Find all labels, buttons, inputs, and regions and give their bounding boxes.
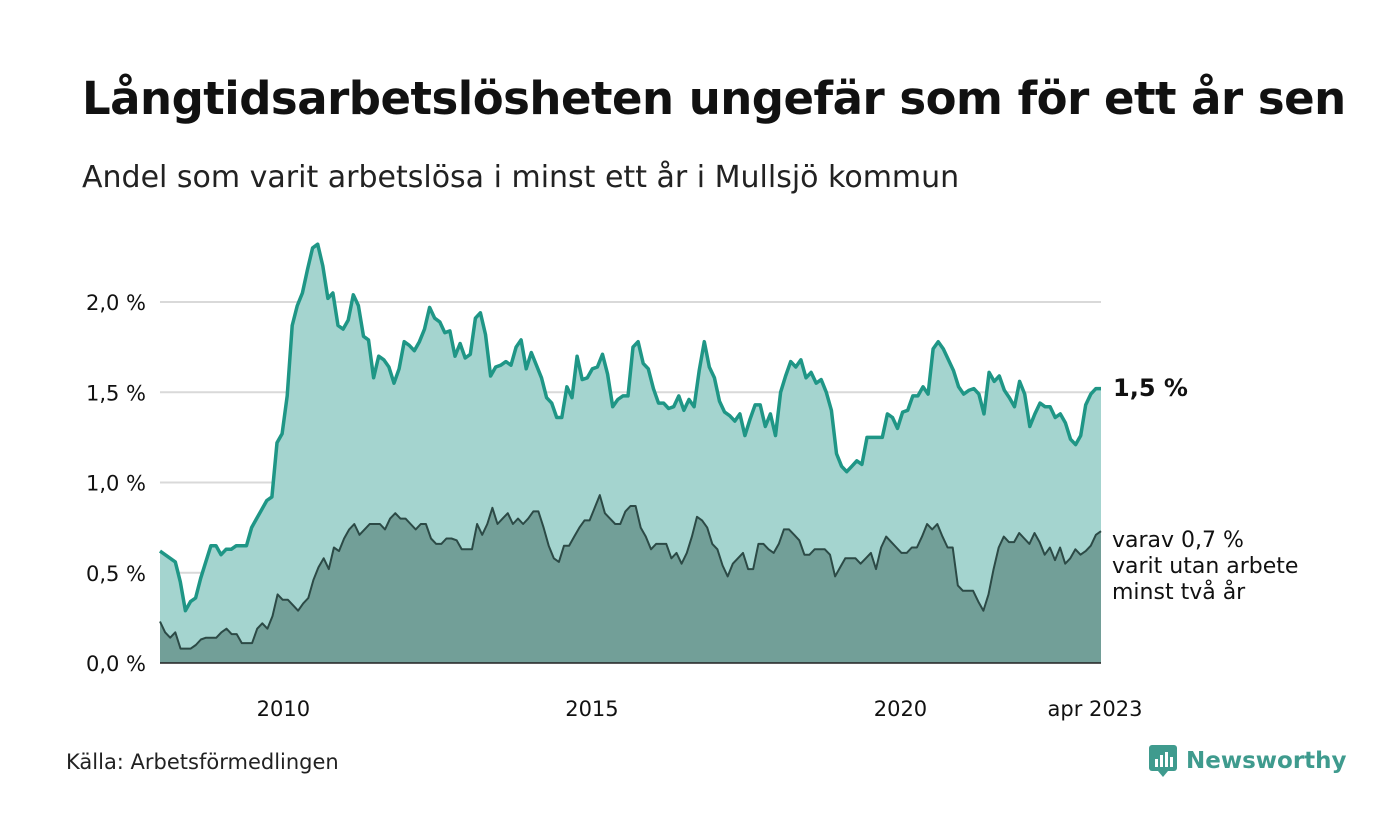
x-tick-labels: 2010 2015 2020 apr 2023 [257,697,1143,721]
y-tick-label: 1,5 % [86,381,146,405]
series-1-line [158,242,1101,613]
y-tick-labels: 0,0 % 0,5 % 1,0 % 1,5 % 2,0 % [86,291,146,676]
series-2-line [159,494,1102,650]
chart-subtitle: Andel som varit arbetslösa i minst ett å… [82,160,960,195]
chart-title: Långtidsarbetslösheten ungefär som för e… [82,72,1346,125]
y-tick-label: 0,0 % [86,652,146,676]
newsworthy-logo-icon [1149,745,1177,777]
x-tick-label: 2015 [565,697,618,721]
annotation-series-2: varav 0,7 % varit utan arbete minst två … [1112,528,1298,606]
source-note: Källa: Arbetsförmedlingen [66,750,339,774]
y-tick-label: 2,0 % [86,291,146,315]
y-tick-label: 1,0 % [86,472,146,496]
series-2-area [160,495,1101,663]
brand-name: Newsworthy [1186,748,1347,774]
x-tick-label: 2010 [257,697,310,721]
annotation-series-2-line-1: varav 0,7 % [1112,528,1244,553]
annotation-series-2-line-2: varit utan arbete [1112,554,1299,579]
x-tick-label: 2020 [874,697,927,721]
annotation-series-1: 1,5 % [1113,374,1188,402]
annotation-series-2-line-3: minst två år [1112,580,1246,605]
y-tick-label: 0,5 % [86,562,146,586]
x-tick-label: apr 2023 [1048,697,1143,721]
brand-logo: Newsworthy [1148,744,1347,778]
